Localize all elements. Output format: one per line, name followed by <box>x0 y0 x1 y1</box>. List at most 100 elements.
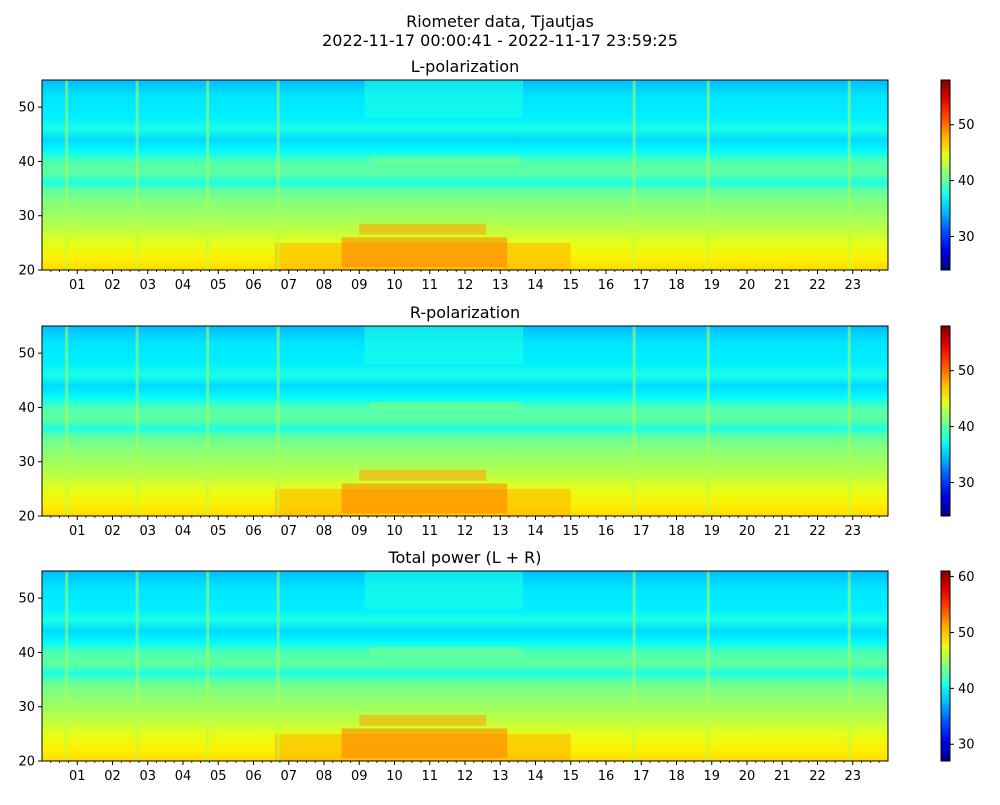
heatmap-activity <box>274 402 571 516</box>
colorbar-tick-label: 40 <box>958 174 975 189</box>
x-tick-label: 21 <box>774 769 791 784</box>
x-tick-label: 16 <box>598 278 615 293</box>
panel-title: R-polarization <box>410 303 520 322</box>
x-tick-label: 16 <box>598 769 615 784</box>
x-tick-label: 13 <box>492 769 509 784</box>
panel-3: Total power (L + R) 20 30 40 50 01 02 03 04 05 06 0… <box>18 548 974 784</box>
colorbar: 30 40 50 <box>940 79 975 271</box>
colorbar-tick-label: 30 <box>958 230 975 245</box>
x-tick-label: 03 <box>139 278 156 293</box>
x-tick-label: 09 <box>351 524 368 539</box>
colorbar-tick-label: 30 <box>958 476 975 491</box>
x-tick-label: 06 <box>245 524 262 539</box>
x-tick-label: 13 <box>492 524 509 539</box>
x-tick-label: 12 <box>457 278 474 293</box>
x-tick-label: 18 <box>668 769 685 784</box>
x-tick-label: 14 <box>527 524 544 539</box>
heatmap-stripes <box>65 571 851 761</box>
x-tick-label: 19 <box>703 524 720 539</box>
x-tick-label: 23 <box>844 278 861 293</box>
x-tick-label: 20 <box>739 769 756 784</box>
x-tick-label: 17 <box>633 278 650 293</box>
x-tick-label: 11 <box>421 278 438 293</box>
x-tick-label: 17 <box>633 524 650 539</box>
heatmap-region <box>364 571 524 609</box>
x-tick-label: 23 <box>844 769 861 784</box>
colorbar-tick-label: 40 <box>958 682 975 697</box>
x-tick-label: 10 <box>386 769 403 784</box>
x-tick-label: 08 <box>316 278 333 293</box>
colorbar-tick-label: 50 <box>958 118 975 133</box>
x-tick-label: 23 <box>844 524 861 539</box>
x-tick-label: 07 <box>280 278 297 293</box>
x-tick-label: 11 <box>421 524 438 539</box>
x-tick-label: 15 <box>562 524 579 539</box>
x-tick-label: 05 <box>210 278 227 293</box>
colorbar-gradient <box>940 570 951 762</box>
y-tick-label: 20 <box>18 510 35 525</box>
colorbar-tick-label: 40 <box>958 420 975 435</box>
x-tick-label: 16 <box>598 524 615 539</box>
x-tick-label: 15 <box>562 769 579 784</box>
x-tick-label: 05 <box>210 769 227 784</box>
x-tick-label: 20 <box>739 524 756 539</box>
x-tick-label: 03 <box>139 524 156 539</box>
colorbar-gradient <box>940 79 951 271</box>
x-tick-label: 01 <box>69 769 86 784</box>
x-tick-label: 02 <box>104 769 121 784</box>
y-tick-label: 40 <box>18 646 35 661</box>
x-tick-label: 19 <box>703 769 720 784</box>
x-tick-label: 10 <box>386 278 403 293</box>
colorbar: 30 40 50 60 <box>940 570 975 762</box>
heatmap-region <box>364 80 524 118</box>
x-tick-label: 02 <box>104 524 121 539</box>
figure-title: Riometer data, Tjautjas <box>406 12 594 31</box>
colorbar-tick-label: 50 <box>958 626 975 641</box>
x-tick-label: 06 <box>245 769 262 784</box>
x-tick-label: 08 <box>316 524 333 539</box>
y-tick-label: 30 <box>18 455 35 470</box>
y-tick-label: 50 <box>18 101 35 116</box>
x-tick-label: 06 <box>245 278 262 293</box>
x-tick-label: 02 <box>104 278 121 293</box>
y-tick-label: 50 <box>18 347 35 362</box>
x-tick-label: 03 <box>139 769 156 784</box>
colorbar-gradient <box>940 325 951 517</box>
colorbar-tick-label: 50 <box>958 364 975 379</box>
panel-1: L-polarization 20 30 40 50 01 02 03 04 05 06 07 08 09… <box>18 57 974 293</box>
figure-subtitle: 2022-11-17 00:00:41 - 2022-11-17 23:59:2… <box>322 31 678 50</box>
x-tick-label: 01 <box>69 524 86 539</box>
x-tick-label: 10 <box>386 524 403 539</box>
x-tick-label: 07 <box>280 769 297 784</box>
x-tick-label: 13 <box>492 278 509 293</box>
heatmap-activity <box>274 156 571 270</box>
heatmap-stripes <box>65 326 851 516</box>
x-tick-label: 09 <box>351 769 368 784</box>
x-tick-label: 20 <box>739 278 756 293</box>
colorbar-tick-label: 30 <box>958 738 975 753</box>
y-tick-label: 30 <box>18 700 35 715</box>
x-tick-label: 21 <box>774 278 791 293</box>
x-tick-label: 11 <box>421 769 438 784</box>
x-tick-label: 22 <box>809 769 826 784</box>
x-tick-label: 14 <box>527 278 544 293</box>
y-tick-label: 30 <box>18 209 35 224</box>
colorbar-tick-label: 60 <box>958 570 975 585</box>
panels: L-polarization 20 30 40 50 01 02 03 04 05 06 07 08 09… <box>18 57 974 784</box>
x-tick-label: 18 <box>668 278 685 293</box>
x-tick-label: 22 <box>809 524 826 539</box>
x-tick-label: 07 <box>280 524 297 539</box>
x-tick-label: 21 <box>774 524 791 539</box>
panel-title: Total power (L + R) <box>387 548 541 567</box>
heatmap-stripes <box>65 80 851 270</box>
panel-title: L-polarization <box>411 57 519 76</box>
x-tick-label: 19 <box>703 278 720 293</box>
x-tick-label: 04 <box>175 769 192 784</box>
x-tick-label: 22 <box>809 278 826 293</box>
y-tick-label: 20 <box>18 264 35 279</box>
x-tick-label: 12 <box>457 769 474 784</box>
x-tick-label: 08 <box>316 769 333 784</box>
x-tick-label: 04 <box>175 524 192 539</box>
y-tick-label: 50 <box>18 592 35 607</box>
